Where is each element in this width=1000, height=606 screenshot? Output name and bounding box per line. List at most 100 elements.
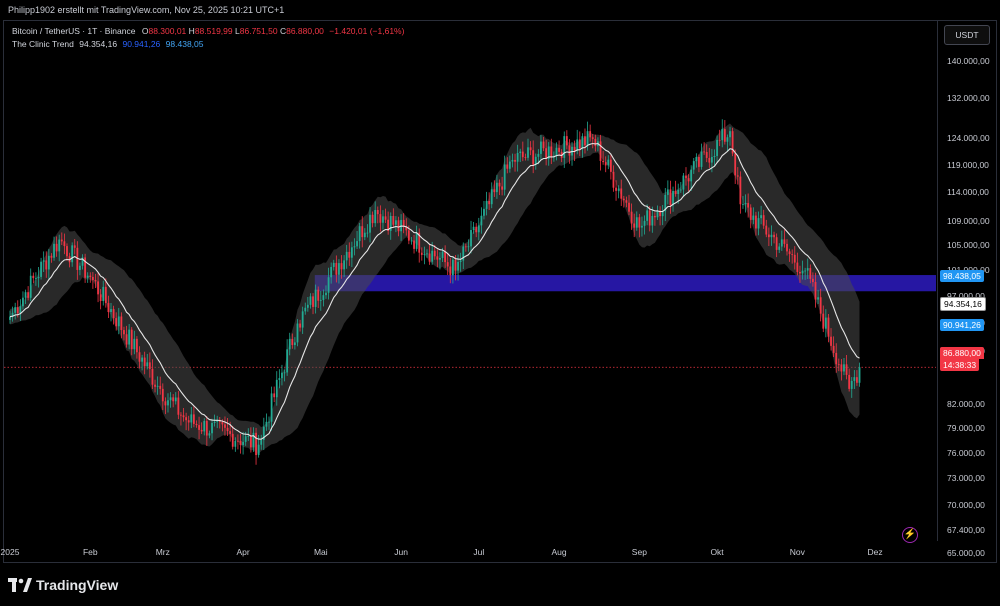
candle (550, 138, 553, 165)
candle (617, 185, 620, 199)
candle (739, 171, 742, 214)
candle (211, 418, 213, 441)
candle (685, 167, 687, 186)
candle (524, 153, 527, 161)
candle (205, 416, 208, 446)
time-axis-tick: Jun (394, 547, 408, 557)
candle (94, 273, 97, 288)
candle (294, 337, 296, 350)
chart-pane[interactable]: Bitcoin / TetherUS · 1T · Binance O88.30… (1, 20, 997, 563)
candle (749, 204, 752, 229)
candle (643, 215, 646, 235)
candle (418, 228, 421, 263)
candle (814, 272, 817, 308)
candle (71, 242, 74, 267)
candle (99, 289, 102, 310)
price-chart[interactable] (4, 21, 996, 562)
candle (835, 343, 838, 373)
candle (824, 309, 827, 338)
currency-button[interactable]: USDT (944, 25, 990, 45)
candle (130, 327, 133, 356)
candle (718, 129, 721, 147)
candle (423, 246, 426, 265)
candle (858, 362, 861, 387)
candle (309, 293, 312, 309)
candle (395, 216, 397, 233)
candle (53, 236, 55, 261)
candle (584, 128, 586, 154)
candle (757, 211, 760, 236)
candle (198, 416, 200, 440)
candle (809, 264, 812, 284)
lightning-icon[interactable]: ⚡ (902, 527, 918, 543)
candle (654, 212, 656, 226)
indicator-name[interactable]: The Clinic Trend (12, 39, 74, 49)
candle (775, 233, 778, 258)
candle (382, 210, 384, 230)
candle (467, 239, 470, 252)
candle (203, 418, 206, 436)
candle (819, 288, 822, 322)
candle (11, 306, 14, 322)
candle (9, 310, 11, 324)
candle (607, 155, 610, 170)
candle (698, 154, 700, 173)
candle (659, 206, 661, 226)
candle (330, 262, 333, 284)
candle (736, 167, 739, 185)
candle (695, 153, 698, 168)
indicator-value-upper: 98.438,05 (165, 39, 204, 49)
candle (780, 230, 783, 251)
candle (154, 379, 156, 393)
price-axis-tick: 76.000,00 (947, 447, 985, 458)
candle (477, 217, 480, 241)
candle (185, 412, 188, 431)
candle (335, 255, 338, 283)
candle (426, 249, 428, 258)
candle (832, 336, 835, 358)
candle (609, 153, 612, 180)
candle (291, 333, 294, 349)
candle (304, 302, 307, 315)
candle (827, 313, 830, 343)
symbol-legend: Bitcoin / TetherUS · 1T · Binance O88.30… (12, 26, 404, 36)
time-axis-tick: Nov (789, 547, 805, 557)
candle (568, 139, 571, 164)
candle (102, 280, 105, 306)
candle (177, 390, 180, 420)
candle (439, 252, 441, 270)
trend-price-tag: 94.354,16 (940, 297, 986, 311)
candle (791, 249, 794, 264)
candle (151, 359, 154, 390)
open-label: O (141, 26, 149, 36)
candle (483, 200, 485, 220)
candle (159, 376, 162, 395)
time-axis-tick: Feb (82, 547, 98, 557)
candle (537, 149, 540, 165)
candle (327, 267, 330, 300)
candle (283, 369, 286, 382)
candle (138, 346, 141, 369)
candle (708, 147, 711, 168)
candle (721, 119, 724, 148)
indicator-legend[interactable]: The Clinic Trend 94.354,16 90.941,26 98.… (12, 39, 204, 49)
candle (729, 126, 731, 146)
candle (599, 134, 602, 171)
candle (286, 339, 289, 376)
candle (716, 135, 718, 164)
candle (29, 268, 32, 302)
candle (464, 243, 467, 252)
candle (107, 295, 110, 318)
symbol-title[interactable]: Bitcoin / TetherUS · 1T · Binance (12, 26, 136, 36)
resistance-zone[interactable] (314, 275, 936, 292)
candle (578, 131, 581, 157)
candle (115, 312, 118, 331)
candle (350, 241, 353, 268)
price-axis-tick: 82.000,00 (947, 398, 985, 409)
candle (180, 412, 182, 426)
candle (635, 211, 638, 231)
candle (369, 207, 371, 243)
candle (778, 243, 781, 253)
candle (117, 307, 120, 335)
candle (255, 427, 257, 465)
